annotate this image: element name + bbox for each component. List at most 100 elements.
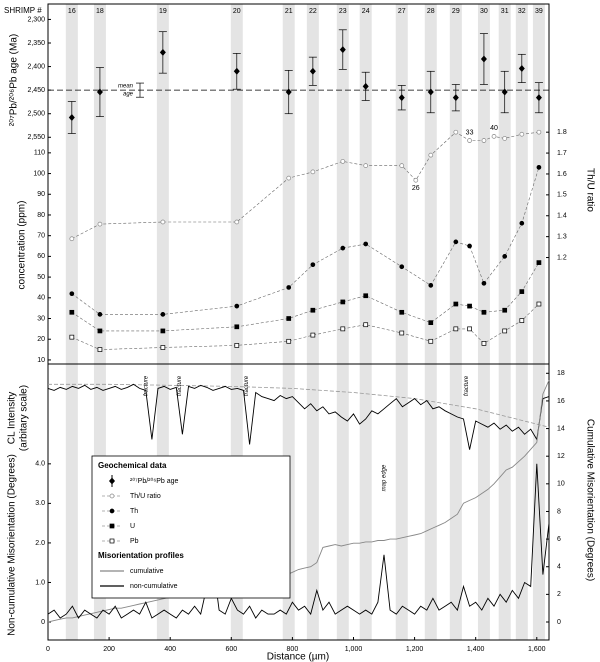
y-axis-label: Non-cumulative Misorientation (Degrees) (7, 454, 18, 636)
spot-label: 20 (233, 8, 241, 15)
y2-tick-label: 1.5 (557, 192, 567, 199)
y-tick-label: 2,500 (27, 111, 45, 118)
y2-tick-label: 12 (557, 453, 565, 460)
plot-frame (47, 3, 550, 641)
legend-title: Misorientation profiles (98, 551, 184, 560)
data-point (453, 239, 459, 245)
data-point (109, 538, 115, 544)
y-tick-label: 100 (33, 170, 45, 177)
data-point (427, 88, 434, 96)
data-point (234, 219, 240, 225)
point-label: 40 (490, 125, 498, 132)
annotation: fracture (464, 375, 470, 396)
data-point (536, 260, 542, 265)
data-point (96, 88, 103, 96)
spot-band (336, 4, 349, 640)
data-point (310, 169, 316, 175)
legend-label: Pb (130, 538, 139, 545)
y2-tick-label: 16 (557, 398, 565, 405)
data-point (491, 134, 497, 139)
spot-label: 24 (362, 8, 370, 15)
data-point (428, 152, 434, 158)
data-point (233, 67, 240, 75)
x-tick-label: 1,000 (345, 646, 363, 653)
data-point (97, 221, 103, 227)
y2-tick-label: 1.7 (557, 150, 567, 157)
data-point (519, 318, 525, 323)
y2-tick-label: 6 (557, 536, 561, 543)
annotation: map edge (382, 464, 388, 491)
y-axis-label: (arbitary scale) (19, 385, 30, 451)
data-point (160, 328, 166, 334)
y-tick-label: 30 (37, 315, 45, 322)
data-point (159, 48, 166, 56)
y-tick-label: 90 (37, 191, 45, 198)
y-tick-label: 2,400 (27, 63, 45, 70)
series-line (71, 303, 540, 350)
point-label: 26 (412, 185, 420, 192)
y2-tick-label: 1.8 (557, 129, 567, 136)
spot-label: 23 (339, 8, 347, 15)
trend-line (48, 383, 550, 428)
y-axis-label: concentration (ppm) (17, 201, 28, 290)
data-point (109, 493, 115, 499)
spot-label: 18 (96, 8, 104, 15)
y-tick-label: 2,350 (27, 40, 45, 47)
data-point (467, 303, 472, 309)
data-point (69, 236, 75, 242)
y-tick-label: 50 (37, 274, 45, 281)
x-tick-label: 200 (103, 646, 115, 653)
legend-label: Th/U ratio (130, 493, 161, 500)
spot-band (477, 4, 490, 640)
data-point (535, 94, 542, 102)
data-point (453, 129, 459, 135)
spot-band (395, 4, 408, 640)
legend-box (91, 455, 291, 599)
y2-tick-label: 1.2 (557, 254, 567, 261)
data-point (109, 508, 115, 514)
data-point (234, 343, 240, 348)
x-tick-label: 1,200 (406, 646, 424, 653)
data-point (97, 328, 103, 334)
annotation: fracture (143, 375, 149, 396)
data-point (286, 285, 292, 290)
data-point (339, 46, 346, 54)
legend-label: U (130, 523, 135, 530)
spot-label: 27 (398, 8, 406, 15)
x-tick-label: 1,400 (467, 646, 485, 653)
data-point (363, 322, 369, 328)
spot-band (498, 4, 511, 640)
x-axis-label: Distance (µm) (267, 652, 329, 662)
data-point (480, 55, 487, 63)
series-line (47, 383, 550, 450)
y-tick-label: 2.0 (35, 540, 45, 547)
data-point (519, 289, 525, 294)
y-tick-label: 3.0 (35, 500, 45, 507)
spot-label: 32 (518, 8, 526, 15)
data-point (501, 88, 508, 96)
data-point (398, 94, 405, 102)
series-line (47, 463, 550, 619)
y-tick-label: 40 (37, 295, 45, 302)
spot-band (306, 4, 319, 640)
data-point (286, 316, 292, 321)
data-point (285, 88, 292, 96)
data-point (481, 138, 487, 143)
data-point (363, 293, 369, 299)
data-point (428, 283, 434, 288)
series-line (71, 167, 540, 315)
data-point (481, 341, 487, 346)
y2-tick-label: 1.4 (557, 213, 567, 220)
x-tick-label: 1,600 (528, 646, 546, 653)
y-tick-label: 110 (34, 150, 45, 157)
data-point (160, 219, 166, 225)
data-point (362, 82, 369, 90)
data-point (399, 309, 405, 315)
data-point (399, 163, 405, 168)
y2-tick-label: 14 (557, 425, 565, 432)
data-point (467, 138, 472, 143)
mean-label: age (123, 92, 134, 98)
spot-band (359, 4, 372, 640)
spot-label: 22 (309, 8, 317, 15)
